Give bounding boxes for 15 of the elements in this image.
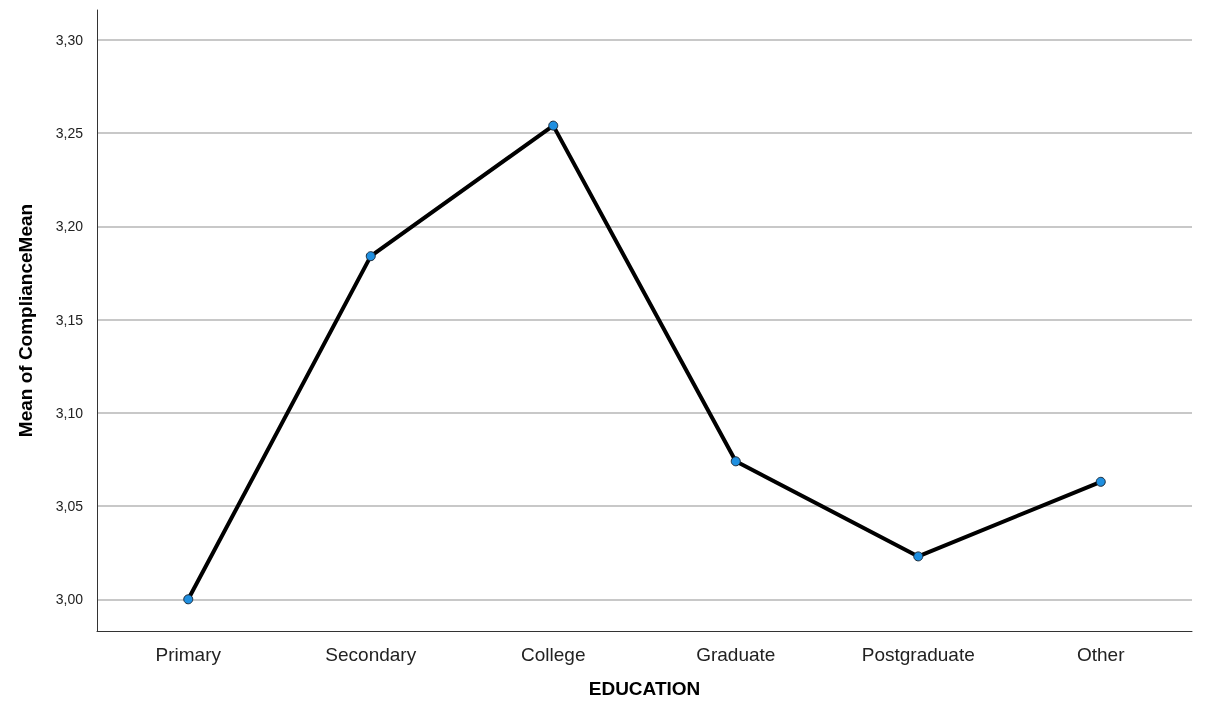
y-tick-label: 3,00 [55,591,84,608]
y-tick-label: 3,10 [55,404,84,421]
x-tick-label: Primary [155,644,222,665]
x-tick-label: Postgraduate [861,644,975,665]
y-tick-label: 3,30 [55,31,84,48]
x-axis-title: EDUCATION [588,678,701,699]
y-tick-label: 3,20 [55,218,84,235]
y-tick-label: 3,25 [55,125,84,142]
x-tick-label: Graduate [696,644,776,665]
x-tick-label: Other [1076,644,1126,665]
x-tick-label: Secondary [325,644,417,665]
y-tick-label: 3,05 [55,498,84,515]
y-tick-label: 3,15 [55,311,84,328]
x-tick-label: College [521,644,586,665]
y-axis-title: Mean of ComplianceMean [15,203,36,438]
